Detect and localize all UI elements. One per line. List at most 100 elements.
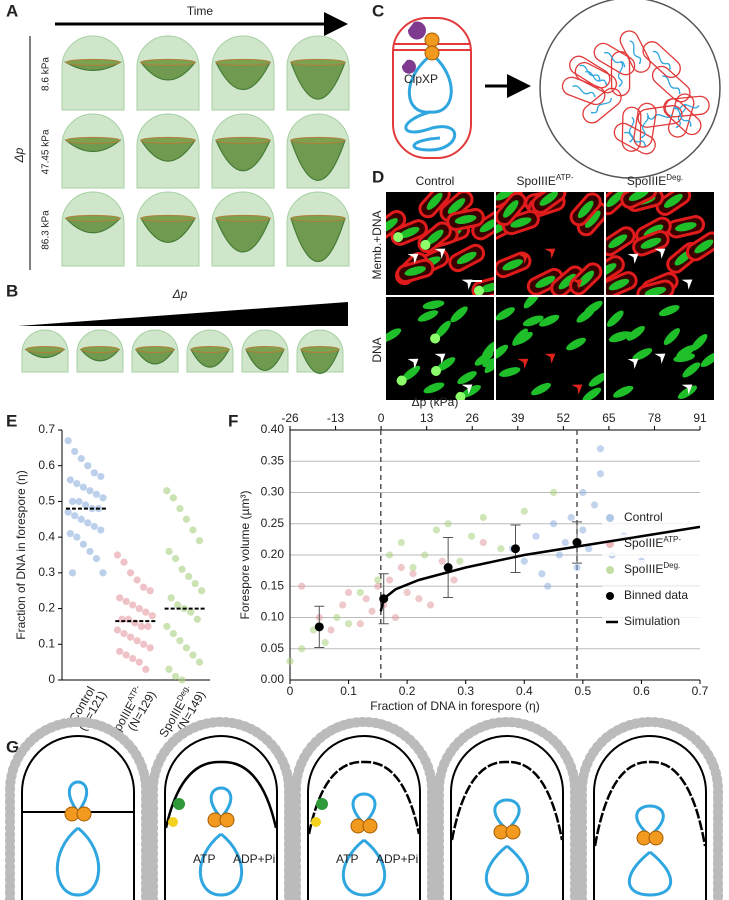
strip-point (189, 526, 197, 534)
motor (424, 45, 440, 61)
strip-point (176, 504, 184, 513)
bacterium (484, 356, 494, 374)
forespore-dna (420, 239, 431, 250)
scatter-point (374, 576, 382, 584)
strip-point (178, 565, 186, 573)
scatter-point (339, 601, 347, 609)
scatter-point (585, 545, 593, 553)
dp-wedge (18, 302, 348, 326)
scatter-point (298, 645, 306, 653)
legend-bg (602, 586, 722, 608)
scatter-point (344, 620, 353, 628)
strip-point (120, 558, 128, 566)
y-tick-label: 0.6 (38, 458, 55, 472)
dna-signal (496, 192, 515, 201)
dna-signal (608, 234, 628, 249)
bacterium (606, 255, 625, 285)
scatter-point (579, 526, 587, 534)
row-label: DNA (370, 337, 384, 362)
scatter-point (298, 582, 306, 590)
figure-layer: A B C D E F G Time Δp 8.6 kPa 47.45 kPa 86.3 kPa Δp C… (4, 0, 723, 900)
dna-signal (606, 310, 624, 327)
arrowhead (461, 384, 473, 395)
scatter-point (403, 588, 411, 597)
scatter-point (561, 538, 569, 547)
dna-signal (675, 222, 697, 232)
field-dna (629, 40, 642, 64)
strip-point (148, 612, 156, 620)
dna-loop (484, 844, 530, 897)
scatter-point (397, 538, 405, 547)
bacterium (610, 331, 633, 341)
scatter-point (555, 551, 564, 559)
field-cell (633, 102, 657, 148)
field-cell-outline (637, 104, 683, 128)
adp-label: ADP+Pi (233, 852, 275, 866)
field-cell-outline (569, 55, 611, 89)
dna-signal (402, 365, 421, 381)
dna-signal (531, 382, 551, 396)
protein (311, 817, 321, 827)
y-tick-label: 0.20 (261, 547, 285, 561)
dna-signal (663, 193, 683, 208)
bacterium (386, 328, 402, 347)
strip-point (116, 594, 124, 602)
arrowhead (407, 253, 419, 264)
y-tick-label: 0.4 (38, 529, 55, 543)
membrane (307, 735, 421, 900)
strip-point (122, 651, 130, 659)
cell-wall (434, 717, 580, 900)
bacterium (620, 192, 658, 209)
scatter-point (356, 620, 364, 628)
bacterium (417, 221, 452, 254)
strip-point (92, 554, 101, 563)
septum-rim (290, 214, 346, 222)
scatter-point (397, 563, 405, 572)
model-diagram: ATP ADP+Pi (291, 717, 437, 900)
arrowhead (571, 279, 583, 290)
septum-rim (215, 58, 271, 66)
legend-label: Control (624, 510, 663, 524)
strip-point (66, 476, 74, 484)
strip-point (64, 437, 72, 445)
micrograph (606, 192, 714, 295)
x2-tick-label: 13 (420, 411, 434, 425)
y-tick-label: 0.10 (261, 610, 285, 624)
cell-outline (392, 17, 472, 159)
y-tick-label: 0 (48, 672, 55, 686)
y-tick-label: 0.00 (261, 672, 285, 686)
field-cell (593, 42, 636, 76)
x-axis-title: Fraction of DNA in forespore (η) (370, 699, 539, 713)
strip-point (77, 515, 85, 523)
motor (424, 32, 440, 48)
dna-signal (522, 315, 544, 327)
field-cell-outline (574, 61, 618, 94)
strip-point (184, 572, 193, 581)
field-cell-outline (593, 42, 636, 76)
legend-label: Simulation (624, 614, 680, 628)
bacterium (676, 344, 697, 358)
field-cell-outline (633, 102, 657, 148)
bacterium (423, 382, 445, 394)
field-dna (579, 64, 601, 81)
strip-point (133, 576, 141, 584)
dna-signal (484, 356, 494, 374)
clpxp (401, 59, 416, 74)
dna-signal (582, 387, 602, 400)
bacterium (396, 258, 435, 284)
dna-signal (479, 218, 494, 233)
arrowhead (544, 248, 556, 259)
strip-point (99, 569, 107, 577)
x-tick-label: 0.6 (633, 684, 650, 698)
field-cell-outline (582, 87, 622, 124)
scatter-point (333, 613, 341, 622)
x2-tick-label: -13 (327, 411, 345, 425)
field-cell-outline (642, 41, 681, 79)
model-diagram (4, 717, 151, 900)
scatter-point (596, 445, 605, 453)
x2-tick-label: 39 (511, 411, 525, 425)
dna-signal (404, 266, 426, 276)
column-header-sup: Deg. (666, 173, 683, 182)
scatter-point (479, 538, 487, 547)
field-dna (624, 131, 646, 147)
